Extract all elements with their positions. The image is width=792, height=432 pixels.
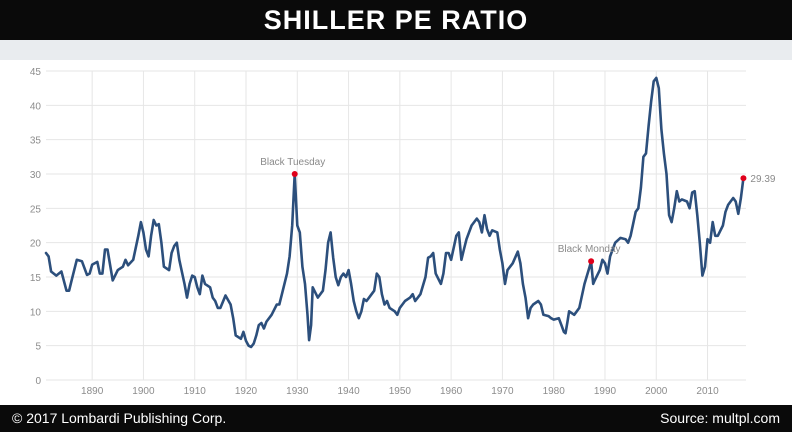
y-tick-label: 5 xyxy=(35,342,41,353)
y-tick-label: 45 xyxy=(30,67,42,78)
x-tick-label: 1940 xyxy=(337,386,360,397)
title-bar: SHILLER PE RATIO xyxy=(0,0,792,40)
axis-layer: 0 5 10 15 20 25 30 35 40 45 1890 1900 1910 1920 1930 19… xyxy=(30,67,719,397)
y-tick-label: 20 xyxy=(30,239,42,250)
y-tick-label: 10 xyxy=(30,307,42,318)
x-tick-label: 2010 xyxy=(696,386,719,397)
footer-bar: © 2017 Lombardi Publishing Corp. Source:… xyxy=(0,405,792,432)
y-tick-label: 25 xyxy=(30,204,42,215)
x-tick-label: 1970 xyxy=(491,386,514,397)
y-tick-label: 40 xyxy=(30,101,42,112)
annotation-layer: Black Tuesday Black Monday 29.39 xyxy=(260,157,776,265)
y-tick-label: 15 xyxy=(30,273,42,284)
source-text: Source: multpl.com xyxy=(660,410,780,426)
y-tick-label: 0 xyxy=(35,376,41,387)
x-tick-label: 1910 xyxy=(184,386,207,397)
y-tick-label: 30 xyxy=(30,170,42,181)
x-tick-label: 1960 xyxy=(440,386,463,397)
x-tick-label: 1950 xyxy=(389,386,412,397)
x-tick-label: 1990 xyxy=(594,386,617,397)
page-title: SHILLER PE RATIO xyxy=(263,4,529,35)
annotation-marker xyxy=(291,171,298,177)
x-tick-label: 1980 xyxy=(543,386,566,397)
annotation-label: 29.39 xyxy=(750,174,775,185)
series-line xyxy=(44,76,745,349)
x-tick-label: 1930 xyxy=(286,386,309,397)
copyright-text: © 2017 Lombardi Publishing Corp. xyxy=(12,410,227,426)
x-tick-label: 1900 xyxy=(132,386,155,397)
header-band xyxy=(0,40,792,60)
grid-layer xyxy=(46,70,746,381)
annotation-marker xyxy=(588,258,595,265)
x-tick-label: 1920 xyxy=(235,386,258,397)
y-tick-label: 35 xyxy=(30,136,42,147)
chart-area: 0 5 10 15 20 25 30 35 40 45 1890 1900 1910 1920 1930 19… xyxy=(0,60,792,405)
annotation-label: Black Monday xyxy=(558,244,621,255)
x-tick-label: 1890 xyxy=(81,386,104,397)
annotation-label: Black Tuesday xyxy=(260,157,325,168)
x-tick-label: 2000 xyxy=(645,386,668,397)
series-layer xyxy=(44,76,745,349)
annotation-marker xyxy=(740,175,747,182)
shiller-pe-chart: 0 5 10 15 20 25 30 35 40 45 1890 1900 1910 1920 1930 19… xyxy=(30,67,776,397)
